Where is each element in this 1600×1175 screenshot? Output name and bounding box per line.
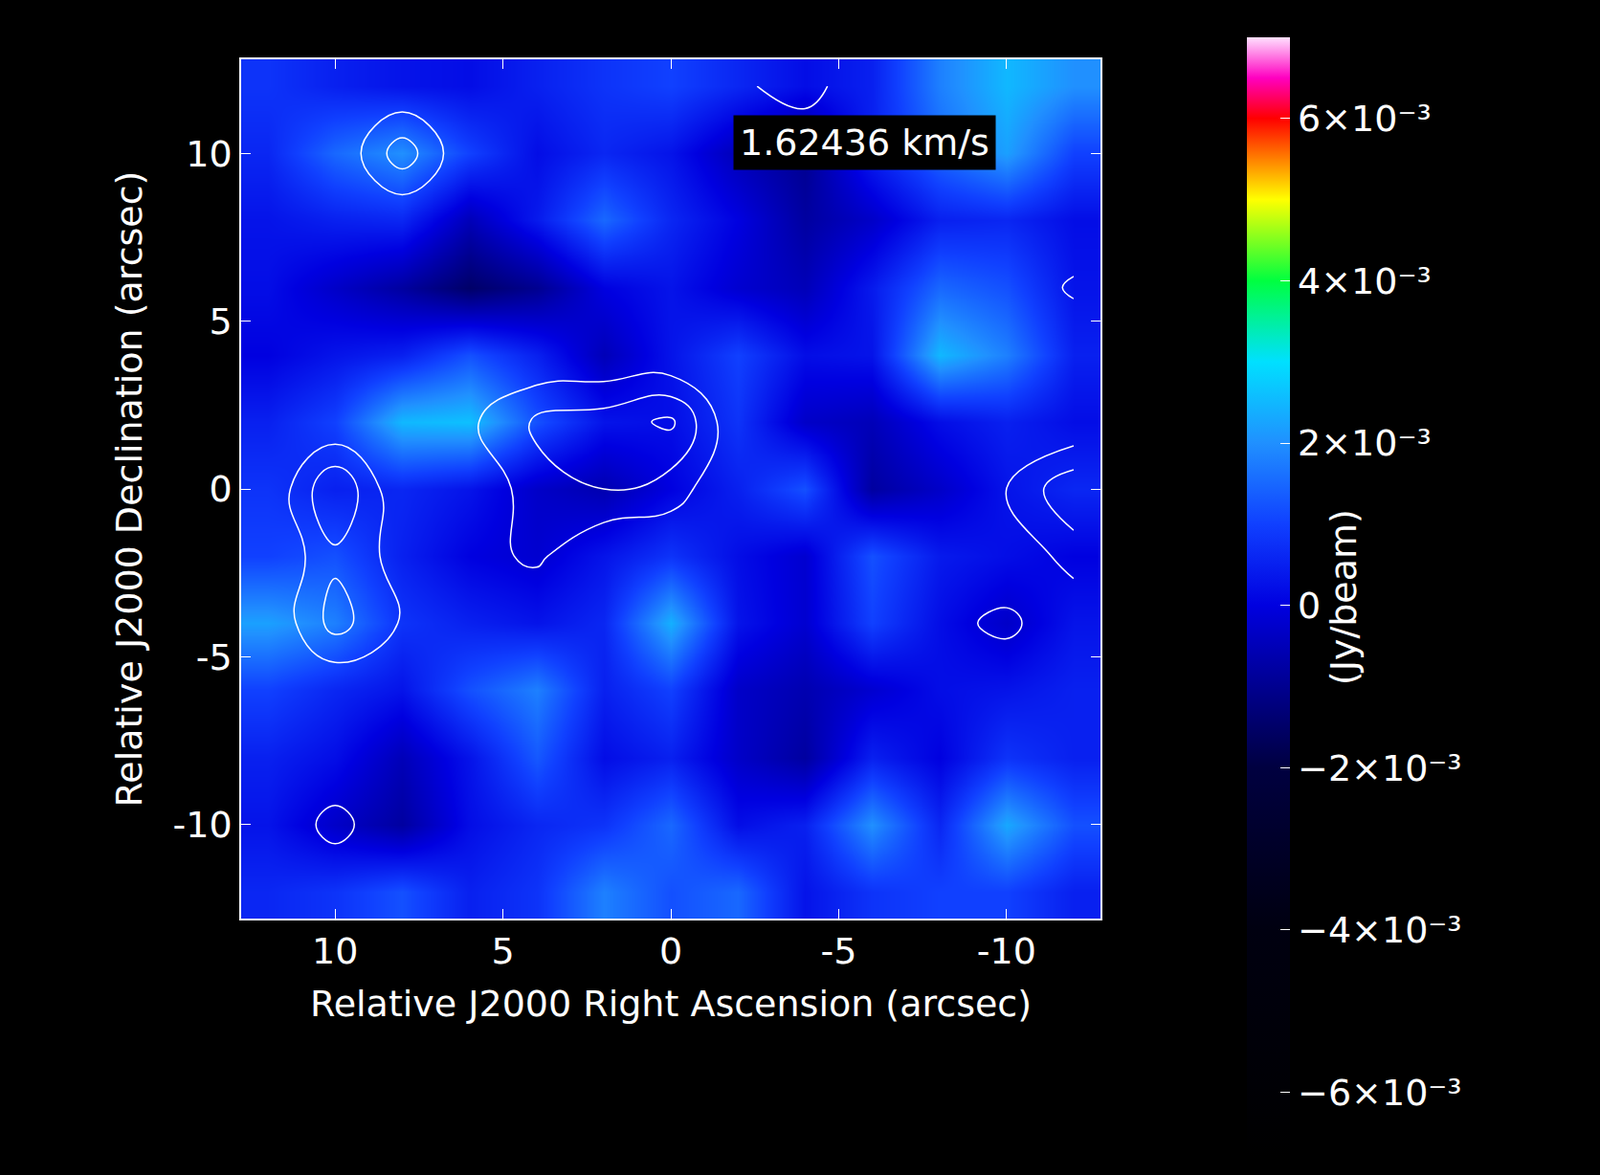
svg-text:Relative J2000 Declination (ar: Relative J2000 Declination (arcsec) [108, 171, 151, 808]
svg-text:2×10⁻³: 2×10⁻³ [1297, 422, 1432, 465]
svg-text:5: 5 [491, 930, 515, 973]
svg-text:-5: -5 [820, 930, 857, 973]
svg-text:5: 5 [208, 300, 232, 343]
svg-text:6×10⁻³: 6×10⁻³ [1297, 97, 1432, 140]
svg-text:10: 10 [185, 133, 232, 176]
svg-text:0: 0 [1297, 584, 1321, 627]
svg-text:−6×10⁻³: −6×10⁻³ [1297, 1071, 1463, 1114]
svg-text:0: 0 [659, 930, 683, 973]
svg-text:0: 0 [208, 467, 232, 511]
svg-text:-10: -10 [977, 930, 1037, 973]
svg-text:-5: -5 [196, 636, 233, 679]
svg-text:4×10⁻³: 4×10⁻³ [1297, 260, 1432, 303]
svg-text:(Jy/beam): (Jy/beam) [1322, 509, 1365, 686]
svg-text:1.62436 km/s: 1.62436 km/s [739, 121, 990, 164]
svg-text:−2×10⁻³: −2×10⁻³ [1297, 746, 1463, 789]
svg-text:-10: -10 [173, 803, 233, 846]
svg-text:10: 10 [311, 930, 358, 973]
svg-text:Relative J2000 Right Ascension: Relative J2000 Right Ascension (arcsec) [310, 982, 1032, 1025]
svg-text:−4×10⁻³: −4×10⁻³ [1297, 909, 1463, 952]
